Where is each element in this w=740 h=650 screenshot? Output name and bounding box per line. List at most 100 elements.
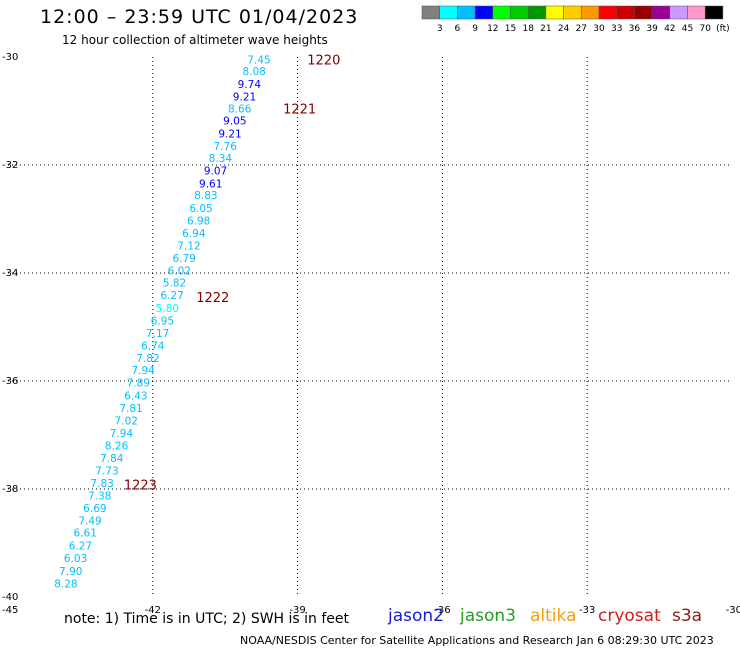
colorbar-swatch — [421, 5, 440, 20]
x-tick-label: -36 — [434, 605, 450, 616]
x-tick-label: -30 — [726, 605, 740, 616]
satellite-legend-jason3: jason3 — [460, 606, 516, 626]
colorbar-label: 12 — [487, 24, 498, 34]
colorbar-label: 24 — [558, 24, 570, 34]
wave-height-point: 6.43 — [124, 391, 147, 403]
colorbar-label: 6 — [455, 24, 461, 34]
wave-height-point: 6.27 — [69, 541, 92, 553]
time-label: 1220 — [307, 54, 340, 69]
colorbar-label: 30 — [593, 24, 605, 34]
y-tick-label: -34 — [2, 268, 18, 279]
wave-height-point: 8.26 — [105, 440, 129, 452]
x-tick-label: -33 — [579, 605, 595, 616]
colorbar-label: 70 — [699, 24, 711, 34]
colorbar-swatch — [687, 5, 706, 20]
colorbar-label: 39 — [646, 24, 658, 34]
wave-height-point: 7.83 — [90, 478, 113, 490]
time-labels: 1220 1221 1222 1223 — [124, 54, 341, 494]
colorbar-label: 45 — [682, 24, 693, 34]
colorbar-swatch — [704, 5, 724, 20]
wave-height-point: 6.79 — [172, 253, 195, 265]
wave-height-point: 7.84 — [100, 453, 124, 465]
wave-height-point: 7.12 — [177, 240, 200, 252]
wave-height-point: 6.02 — [168, 265, 191, 277]
colorbar-swatch — [563, 5, 582, 20]
time-label: 1223 — [124, 479, 157, 494]
wave-height-point: 7.02 — [115, 415, 138, 427]
satellite-legend-s3a: s3a — [672, 606, 703, 626]
chart-subtitle: 12 hour collection of altimeter wave hei… — [62, 33, 328, 47]
colorbar-legend: 3 6 9 12 15 18 21 24 27 30 33 36 39 42 45 70 (ft) — [421, 5, 730, 34]
wave-height-point: 6.74 — [141, 340, 165, 352]
colorbar-swatch — [669, 5, 688, 20]
wave-height-point: 7.76 — [214, 141, 238, 153]
y-tick-label: -30 — [2, 52, 18, 63]
satellite-legend-altika: altika — [530, 606, 577, 626]
wave-height-points: 7.458.089.749.218.669.059.217.768.349.07… — [54, 55, 270, 591]
colorbar-swatch — [651, 5, 671, 20]
wave-height-point: 6.69 — [83, 503, 106, 515]
x-tick-label: -42 — [145, 605, 161, 616]
colorbar-swatch — [439, 5, 458, 20]
wave-height-point: 9.05 — [223, 116, 246, 128]
colorbar-swatch — [545, 5, 564, 20]
wave-height-point: 6.94 — [182, 228, 206, 240]
colorbar-label: 18 — [522, 24, 534, 34]
y-tick-label: -38 — [2, 484, 18, 495]
time-label: 1221 — [283, 102, 316, 117]
y-tick-label: -36 — [2, 376, 18, 387]
y-tick-label: -32 — [2, 160, 18, 171]
colorbar-label: 42 — [664, 24, 675, 34]
wave-height-point: 5.80 — [156, 303, 179, 315]
wave-height-point: 8.83 — [194, 190, 217, 202]
wave-height-point: 5.82 — [163, 278, 186, 290]
wave-height-point: 7.90 — [59, 566, 82, 578]
wave-height-point: 7.94 — [131, 365, 155, 377]
wave-height-point: 6.03 — [64, 553, 87, 565]
time-label: 1222 — [196, 291, 229, 306]
wave-height-point: 8.28 — [54, 579, 77, 591]
wave-height-point: 6.27 — [160, 290, 183, 302]
wave-height-point: 7.17 — [146, 328, 169, 340]
colorbar-swatch — [598, 5, 617, 20]
grid-layer — [8, 57, 732, 597]
axis-ticks: -45 -42 -39 -36 -33 -30 -30 -32 -34 -36 -38 -40 — [2, 52, 740, 616]
wave-height-point: 7.94 — [110, 428, 134, 440]
wave-height-point: 9.07 — [204, 165, 227, 177]
wave-height-point: 6.95 — [151, 316, 174, 328]
colorbar-swatch — [527, 5, 547, 20]
colorbar-swatch — [510, 5, 529, 20]
colorbar-swatch — [457, 5, 476, 20]
chart-title: 12:00 – 23:59 UTC 01/04/2023 — [40, 6, 359, 28]
wave-height-point: 7.49 — [78, 515, 101, 527]
colorbar-label: 33 — [611, 24, 622, 34]
colorbar-swatch — [581, 5, 600, 20]
colorbar-label: 9 — [472, 24, 478, 34]
wave-height-point: 6.98 — [187, 216, 210, 228]
footer-credit: NOAA/NESDIS Center for Satellite Applica… — [240, 634, 714, 647]
colorbar-swatch — [474, 5, 494, 20]
wave-height-point: 7.89 — [127, 378, 150, 390]
wave-height-point: 7.73 — [95, 466, 118, 478]
wave-height-point: 6.61 — [74, 528, 97, 540]
colorbar-swatch — [634, 5, 653, 20]
y-tick-label: -40 — [2, 592, 18, 603]
colorbar-label: 15 — [505, 24, 516, 34]
wave-height-point: 8.34 — [209, 153, 233, 165]
colorbar-label: 3 — [437, 24, 443, 34]
wave-height-point: 8.08 — [242, 66, 265, 78]
satellite-legend-jason2: jason2 — [388, 606, 444, 626]
wave-height-point: 9.61 — [199, 178, 222, 190]
wave-height-point: 8.66 — [228, 103, 252, 115]
wave-height-point: 7.82 — [136, 353, 159, 365]
colorbar-swatch — [492, 5, 511, 20]
colorbar-label: 21 — [540, 24, 551, 34]
wave-height-point: 7.38 — [88, 490, 111, 502]
wave-height-point: 7.81 — [119, 403, 142, 415]
wave-height-point: 6.05 — [189, 203, 212, 215]
wave-height-point: 9.21 — [233, 91, 256, 103]
wave-height-point: 7.45 — [247, 55, 270, 67]
colorbar-swatch — [616, 5, 635, 20]
